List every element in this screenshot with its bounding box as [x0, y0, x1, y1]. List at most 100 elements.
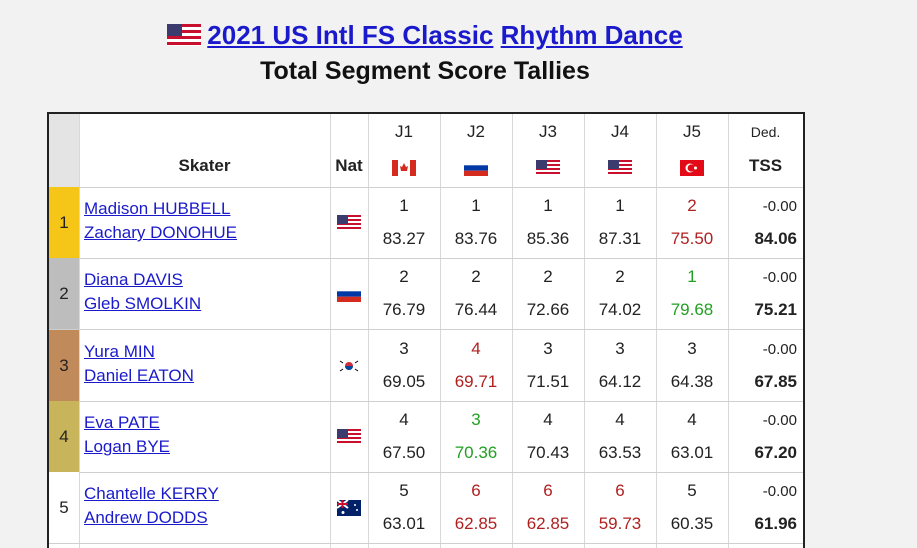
judge-flag [368, 160, 440, 181]
skater-name[interactable]: Andrew DODDS [84, 508, 208, 528]
judge-rank: 1 [399, 196, 409, 215]
deduction: -0.00 [762, 198, 797, 215]
col-divider [512, 114, 513, 548]
col-nat: Nat [335, 156, 363, 175]
judge-score: 63.53 [598, 442, 642, 462]
judge-rank: 1 [687, 267, 697, 287]
judge-score: 72.66 [526, 300, 570, 320]
flag [608, 160, 632, 176]
skater-name[interactable]: Diana DAVIS [84, 270, 183, 290]
skater-name[interactable]: Zachary DONOHUE [84, 223, 238, 242]
segment-link[interactable]: Rhythm Dance [500, 20, 683, 50]
skater-name[interactable]: Gleb SMOLKIN [84, 294, 202, 314]
skater-name[interactable]: Logan BYE [84, 436, 171, 456]
skater-name[interactable]: Daniel EATON [84, 365, 194, 385]
judge-score: 76.79 [382, 300, 426, 320]
flag [337, 215, 361, 231]
tss: 61.96 [754, 514, 797, 534]
title: 2021 US Intl FS Classic Rhythm Dance [0, 20, 850, 51]
judge-score: 62.85 [526, 514, 570, 534]
col-divider [330, 114, 331, 548]
row-divider [49, 400, 803, 402]
judge-rank: 3 [471, 409, 481, 429]
judge-flag [512, 160, 584, 181]
judge-rank: 4 [399, 409, 409, 429]
col-judge: J4 [611, 122, 629, 141]
judge-rank: 2 [471, 267, 481, 287]
col-skater: Skater [178, 156, 231, 175]
judge-rank: 5 [399, 481, 409, 501]
judge-rank: 2 [399, 267, 409, 287]
judge-score: 74.02 [598, 300, 642, 320]
flag [337, 357, 361, 374]
judge-score: 60.35 [670, 514, 714, 534]
nat-flag [330, 499, 368, 521]
judge-score: 75.50 [670, 229, 714, 248]
col-judge: J5 [683, 122, 701, 141]
judge-rank: 2 [543, 267, 553, 287]
skater-name[interactable]: Chantelle KERRY [84, 484, 219, 504]
row-divider [49, 187, 803, 188]
judge-score: 62.85 [454, 514, 498, 534]
subtitle: Total Segment Score Tallies [260, 57, 590, 85]
judge-flag [656, 160, 728, 181]
judge-score: 70.43 [526, 442, 570, 462]
skater-name[interactable]: Yura MIN [84, 341, 155, 361]
col-judge: J2 [467, 122, 485, 141]
judge-rank: 1 [543, 196, 553, 215]
col-judge: J1 [395, 122, 413, 141]
col-divider [440, 114, 441, 548]
judge-rank: 3 [615, 338, 625, 358]
judge-score: 59.73 [598, 514, 642, 534]
judge-score: 64.12 [598, 371, 642, 391]
judge-rank: 4 [543, 409, 553, 429]
flag [336, 499, 361, 517]
nat-flag [330, 428, 368, 450]
judge-rank: 5 [687, 481, 697, 501]
tss: 67.85 [754, 371, 797, 391]
judge-score: 76.44 [454, 300, 498, 320]
col-divider [656, 114, 657, 548]
tss: 84.06 [754, 229, 797, 248]
judge-score: 69.71 [454, 371, 498, 391]
flag [536, 160, 560, 176]
nat-flag [330, 357, 368, 379]
flag [680, 160, 704, 176]
deduction: -0.00 [762, 340, 797, 358]
tss: 67.20 [754, 442, 797, 462]
rank: 2 [49, 258, 79, 330]
rank: 3 [49, 329, 79, 401]
judge-score: 83.27 [382, 229, 426, 248]
skater-name[interactable]: Eva PATE [84, 412, 160, 432]
judge-score: 67.50 [382, 442, 426, 462]
judge-score: 87.31 [598, 229, 642, 248]
judge-rank: 6 [471, 481, 481, 501]
skater-name[interactable]: Madison HUBBELL [84, 199, 231, 218]
col-tss: TSS [748, 156, 783, 175]
judge-rank: 4 [615, 409, 625, 429]
judge-score: 71.51 [526, 371, 570, 391]
judge-rank: 6 [615, 481, 625, 501]
tss: 75.21 [754, 300, 797, 320]
row-divider [49, 258, 803, 259]
rank: 4 [49, 400, 79, 472]
col-judge: J3 [539, 122, 557, 141]
rank: 5 [49, 472, 79, 544]
score-table: Skater Nat J1 J2 J3 J4 J5 Ded. TSS 1 Madison HUBBE… [47, 112, 805, 548]
judge-score: 83.76 [454, 229, 498, 248]
flag [337, 286, 361, 303]
judge-rank: 3 [543, 338, 553, 358]
nat-flag [330, 286, 368, 307]
row-divider [49, 543, 803, 545]
judge-flag [584, 160, 656, 181]
col-divider [728, 114, 729, 548]
row-divider [49, 471, 803, 473]
event-link[interactable]: 2021 US Intl FS Classic [207, 20, 494, 50]
judge-rank: 6 [543, 481, 553, 501]
judge-rank: 3 [399, 338, 409, 358]
judge-score: 70.36 [454, 442, 498, 462]
judge-rank: 1 [615, 196, 625, 215]
judge-rank: 3 [687, 338, 697, 358]
deduction: -0.00 [762, 483, 797, 501]
